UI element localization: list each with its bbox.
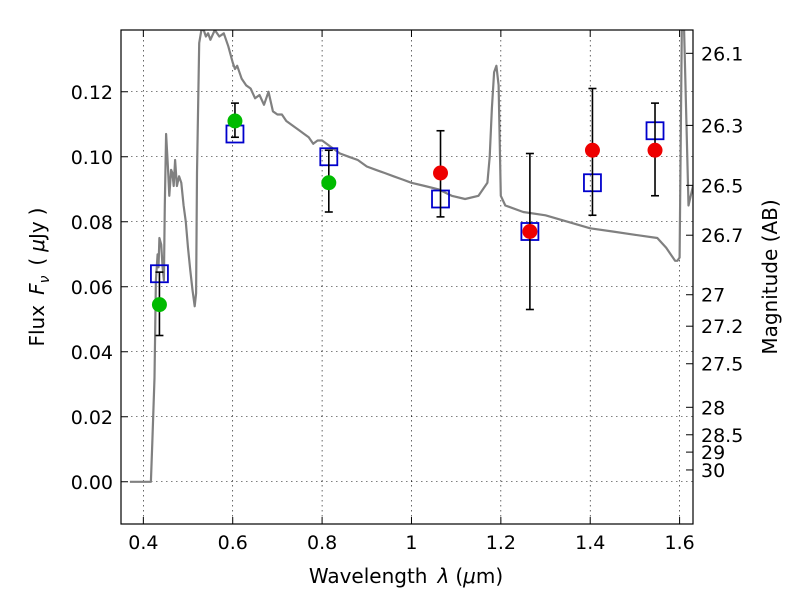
x-tick-label: 1.4 <box>575 532 605 554</box>
model-spectrum-line <box>129 30 693 483</box>
y2-tick-label: 26.3 <box>701 115 743 137</box>
y-tick-label: 0.04 <box>71 342 113 364</box>
y2-tick-label: 28 <box>701 397 725 419</box>
red-flux-point <box>522 224 538 239</box>
grid <box>121 30 693 524</box>
y2-tick-label: 27 <box>701 285 725 307</box>
red-flux-point <box>433 165 449 181</box>
x-tick-label: 1 <box>405 532 417 554</box>
red-flux-point <box>584 142 600 158</box>
y2-tick-label: 26.1 <box>701 43 743 65</box>
green-flux-point <box>227 113 243 129</box>
x-tick-label: 0.4 <box>128 532 158 554</box>
x-tick-label: 0.6 <box>218 532 248 554</box>
y2-tick-label: 30 <box>701 460 725 482</box>
y2-tick-label: 26.7 <box>701 225 743 247</box>
x-axis-label: Wavelength λ (μm) <box>309 564 503 588</box>
y-tick-label: 0.06 <box>71 277 113 299</box>
y2-tick-label: 29 <box>701 442 725 464</box>
plot-frame <box>120 29 694 525</box>
y-tick-label: 0.02 <box>71 407 113 429</box>
green-flux-point <box>151 297 167 313</box>
y-tick-label: 0.00 <box>71 472 113 494</box>
plot-area <box>129 30 693 483</box>
y-axis-label: FluxFν(μJy) <box>25 207 53 346</box>
green-flux-point <box>321 175 337 191</box>
y2-tick-label: 27.2 <box>701 316 743 338</box>
x-tick-label: 1.2 <box>486 532 516 554</box>
x-tick-label: 0.8 <box>307 532 337 554</box>
y-tick-label: 0.08 <box>71 212 113 234</box>
x-tick-label: 1.6 <box>664 532 694 554</box>
y2-tick-label: 28.5 <box>701 425 743 447</box>
red-flux-point <box>647 142 663 158</box>
y2-axis-label: Magnitude (AB) <box>758 199 782 354</box>
axis-ticks: 0.4 0.6 0.8 1 1.2 1.4 1.6 0.00 0.02 0.04 0.06 0.08 0… <box>71 30 743 554</box>
y2-tick-label: 27.5 <box>701 354 743 376</box>
y-tick-label: 0.12 <box>71 82 113 104</box>
y-tick-label: 0.10 <box>71 147 113 169</box>
y2-tick-label: 26.5 <box>701 175 743 197</box>
